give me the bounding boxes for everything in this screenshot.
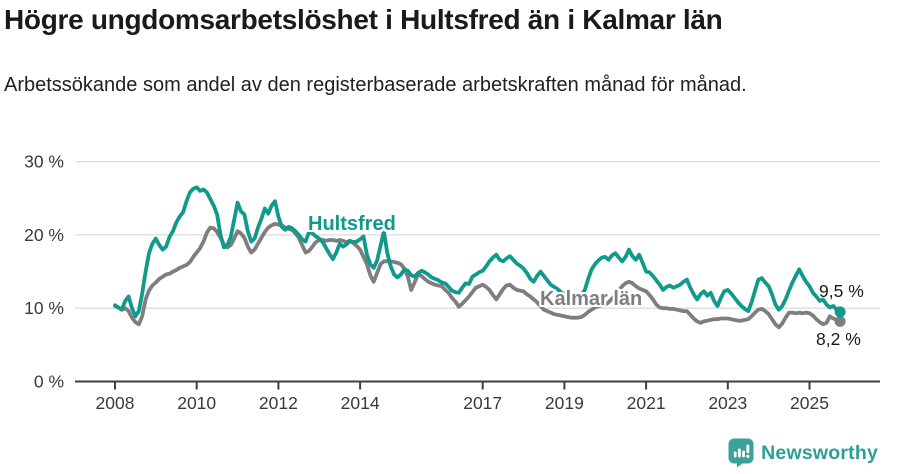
x-tick-label: 2021 [627,393,666,413]
y-tick-label: 30 % [24,152,64,172]
chart-title: Högre ungdomsarbetslöshet i Hultsfred än… [4,4,723,35]
y-tick-label: 0 % [34,372,64,392]
series-label-kalmar: Kalmar län [540,288,643,310]
hultsfred-end-dot [834,306,846,318]
x-tick-label: 2008 [96,393,135,413]
kalmar-lan-line [113,221,842,330]
x-tick-label: 2014 [341,393,380,413]
end-value-label-kalmar: 8,2 % [816,329,861,349]
x-tick-label: 2017 [463,393,502,413]
x-tick-label: 2012 [259,393,298,413]
end-value-label-hultsfred: 9,5 % [819,281,864,301]
x-tick-label: 2023 [708,393,747,413]
newsworthy-brand: Newsworthy [728,438,878,468]
kalmar-lan-end-dot [834,315,846,327]
newsworthy-logo-icon [728,438,754,468]
y-tick-label: 10 % [24,298,64,318]
series-label-hultsfred: Hultsfred [308,213,396,235]
chart-subtitle: Arbetssökande som andel av den registerb… [4,74,747,96]
hultsfred-line [113,185,842,319]
y-tick-label: 20 % [24,225,64,245]
x-tick-label: 2010 [177,393,216,413]
x-tick-label: 2025 [790,393,829,413]
x-tick-label: 2019 [545,393,584,413]
newsworthy-wordmark: Newsworthy [761,441,878,464]
